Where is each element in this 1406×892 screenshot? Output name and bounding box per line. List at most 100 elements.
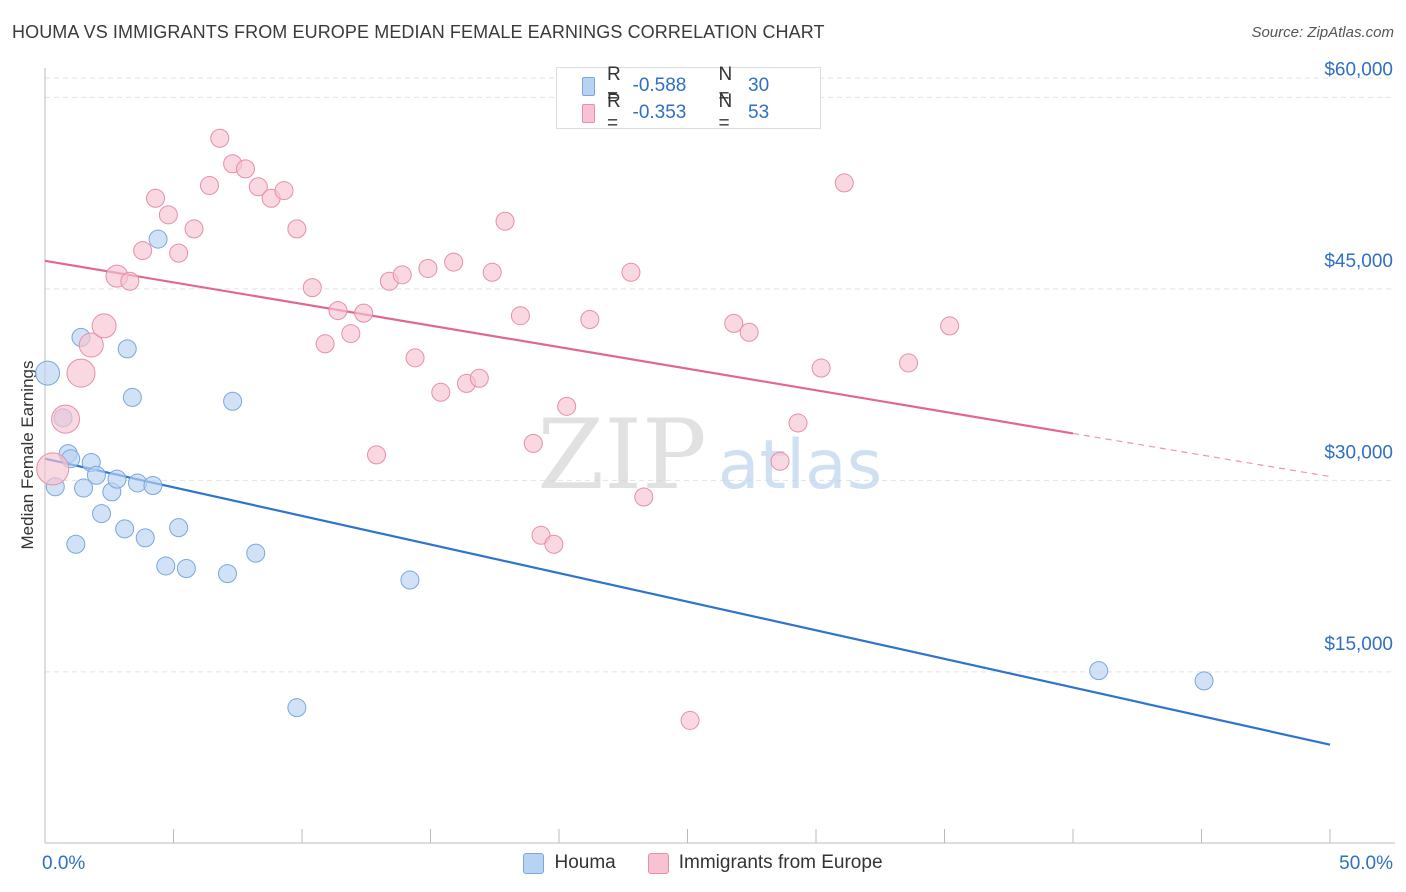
- immigrants-point: [302, 278, 322, 298]
- immigrants-point: [392, 265, 412, 285]
- series-legend: Houma Immigrants from Europe: [0, 852, 1406, 874]
- houma-point: [122, 387, 142, 407]
- houma-point: [246, 543, 266, 563]
- houma-point: [117, 339, 137, 359]
- houma-point: [74, 478, 94, 498]
- houma-point: [86, 465, 106, 485]
- immigrants-point: [328, 301, 348, 321]
- houma-swatch-icon: [582, 76, 595, 96]
- immigrants-point: [248, 177, 268, 197]
- immigrants-point: [621, 262, 641, 282]
- immigrants-point: [354, 303, 374, 323]
- immigrants-point: [634, 487, 654, 507]
- houma-trend-line: [44, 457, 1331, 746]
- immigrants-point: [169, 243, 189, 263]
- watermark-atlas: atlas: [718, 426, 882, 505]
- houma-point: [1089, 661, 1109, 681]
- immigrants-point: [235, 159, 255, 179]
- immigrants-trend-line: [44, 259, 1074, 435]
- houma-point: [287, 698, 307, 718]
- immigrants-point: [315, 334, 335, 354]
- y-tick-label: $15,000: [1324, 634, 1393, 655]
- y-tick-label: $60,000: [1324, 59, 1393, 80]
- watermark-zip: ZIP: [537, 399, 706, 511]
- houma-point: [66, 534, 86, 554]
- immigrants-point: [341, 324, 361, 344]
- immigrants-point: [91, 313, 117, 339]
- houma-point: [156, 556, 176, 576]
- source-label: Source: ZipAtlas.com: [1251, 24, 1394, 41]
- chart-title: HOUMA VS IMMIGRANTS FROM EUROPE MEDIAN F…: [12, 22, 825, 42]
- immigrants-point: [158, 205, 178, 225]
- trend-lines: [44, 259, 1331, 746]
- immigrants-point: [811, 358, 831, 378]
- immigrants-point: [405, 348, 425, 368]
- immigrants-point: [495, 211, 515, 231]
- watermark: ZIP atlas: [537, 399, 882, 511]
- data-points: [35, 128, 1214, 730]
- immigrants-point: [287, 219, 307, 239]
- immigrants-point: [78, 332, 104, 358]
- immigrants-point: [770, 451, 790, 471]
- legend-item-immigrants: Immigrants from Europe: [647, 852, 883, 874]
- immigrants-point: [210, 128, 230, 148]
- houma-point: [135, 528, 155, 548]
- immigrants-point: [680, 710, 700, 730]
- r-label: R =: [607, 91, 621, 134]
- houma-point: [115, 519, 135, 539]
- houma-point: [35, 360, 61, 386]
- immigrants-point: [510, 306, 530, 326]
- immigrants-point: [367, 445, 387, 465]
- n-label: N =: [718, 64, 733, 107]
- houma-point: [169, 518, 189, 538]
- immigrants-point: [274, 181, 294, 201]
- n-value: 30: [748, 75, 770, 96]
- houma-point: [400, 570, 420, 590]
- houma-point: [143, 476, 163, 496]
- immigrants-trend-extension: [1072, 432, 1331, 478]
- immigrants-point: [199, 175, 219, 195]
- legend-item-houma: Houma: [523, 852, 616, 874]
- houma-legend-icon: [523, 852, 545, 874]
- legend-row-houma: R = -0.588 N = 30: [582, 64, 820, 107]
- immigrants-point: [51, 404, 81, 434]
- n-value: 53: [748, 102, 770, 123]
- immigrants-point: [940, 316, 960, 336]
- houma-point: [223, 391, 243, 411]
- immigrants-point: [133, 241, 153, 261]
- tick-labels: $15,000 $30,000 $45,000 $60,000 0.0% 50.0%: [42, 59, 1393, 874]
- immigrants-swatch-icon: [582, 103, 595, 123]
- immigrants-point: [36, 452, 70, 486]
- immigrants-point: [469, 368, 489, 388]
- immigrants-point: [788, 413, 808, 433]
- immigrants-point: [120, 271, 140, 291]
- immigrants-point: [523, 433, 543, 453]
- immigrants-legend-icon: [647, 852, 669, 874]
- immigrants-point: [146, 188, 166, 208]
- houma-point: [107, 469, 127, 489]
- x-tick-label: 0.0%: [42, 853, 85, 874]
- correlation-legend: R = -0.588 N = 30 R = -0.353 N = 53: [556, 64, 821, 134]
- legend-label: Houma: [554, 852, 616, 873]
- n-label: N =: [718, 91, 733, 134]
- immigrants-point: [66, 358, 96, 388]
- houma-point: [176, 558, 196, 578]
- houma-point: [92, 504, 112, 524]
- immigrants-point: [444, 252, 464, 272]
- immigrants-point: [739, 322, 759, 342]
- immigrants-point: [482, 262, 502, 282]
- immigrants-point: [580, 310, 600, 330]
- immigrants-point: [418, 258, 438, 278]
- immigrants-point: [184, 219, 204, 239]
- legend-row-immigrants: R = -0.353 N = 53: [582, 91, 820, 134]
- houma-point: [1194, 671, 1214, 691]
- y-tick-label: $30,000: [1324, 442, 1393, 463]
- houma-point: [148, 229, 168, 249]
- houma-point: [217, 564, 237, 584]
- y-tick-label: $45,000: [1324, 251, 1393, 272]
- r-label: R =: [607, 64, 621, 107]
- immigrants-point: [724, 313, 744, 333]
- immigrants-point: [544, 534, 564, 554]
- immigrants-point: [899, 353, 919, 373]
